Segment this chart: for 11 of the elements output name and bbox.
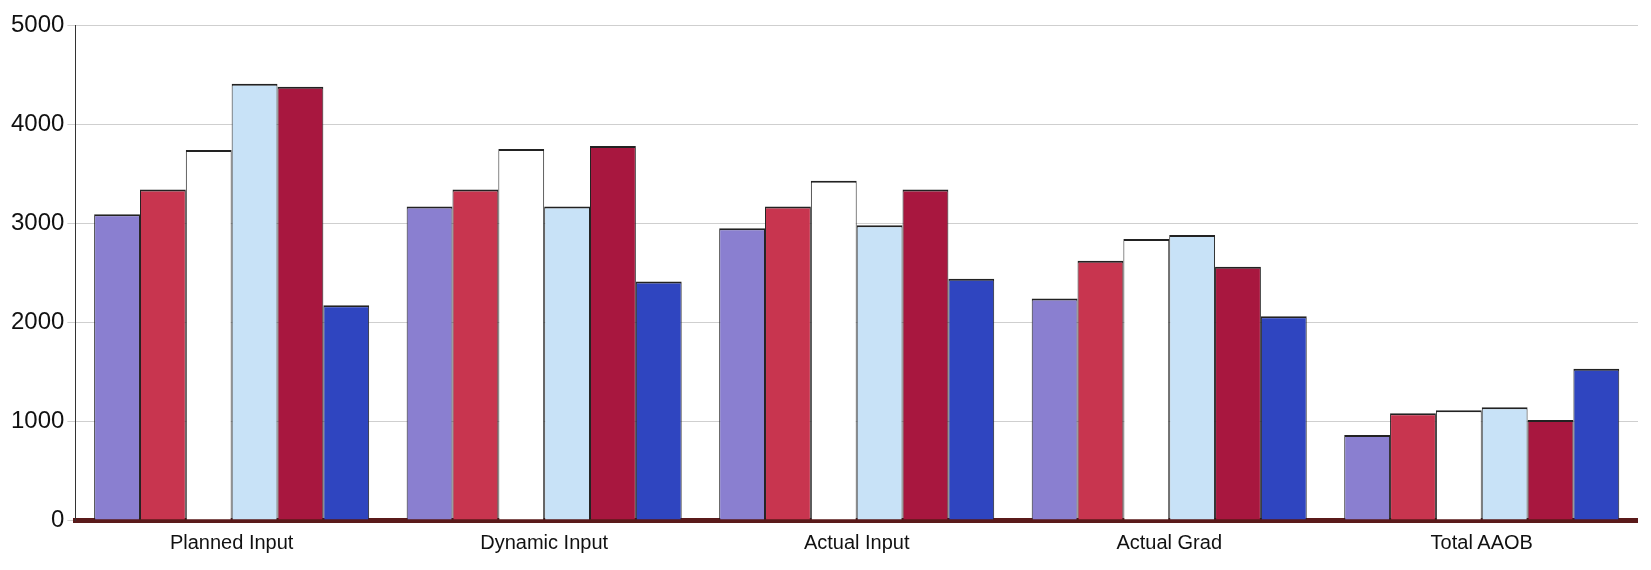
x-tick-label: Dynamic Input <box>480 530 609 553</box>
y-tick-label: 3000 <box>11 207 65 235</box>
y-tick-label: 2000 <box>11 306 65 334</box>
x-tick-label: Actual Input <box>803 530 910 553</box>
y-tick-label: 1000 <box>11 405 65 433</box>
x-tick-label: Planned Input <box>169 530 294 553</box>
y-tick-label: 4000 <box>11 108 65 136</box>
x-tick-label: Actual Grad <box>1116 530 1223 553</box>
x-tick-label: Total AAOB <box>1430 530 1533 553</box>
y-tick-label: 5000 <box>11 10 65 38</box>
y-tick-label: 0 <box>51 504 65 532</box>
